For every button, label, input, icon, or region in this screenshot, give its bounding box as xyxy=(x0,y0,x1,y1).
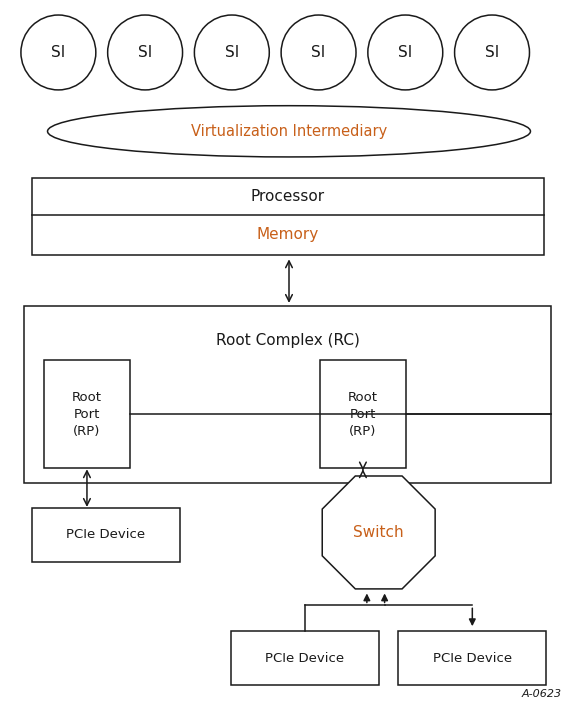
Text: SI: SI xyxy=(51,45,65,60)
Bar xyxy=(320,360,406,468)
Text: SI: SI xyxy=(138,45,152,60)
Text: SI: SI xyxy=(485,45,499,60)
Text: SI: SI xyxy=(225,45,239,60)
Bar xyxy=(32,508,180,562)
Bar xyxy=(32,178,544,254)
Polygon shape xyxy=(322,476,435,589)
Bar xyxy=(231,631,379,685)
Bar xyxy=(43,360,130,468)
Text: A-0623: A-0623 xyxy=(522,689,562,699)
Text: Root
Port
(RP): Root Port (RP) xyxy=(72,391,102,437)
Text: Switch: Switch xyxy=(353,525,404,540)
Bar xyxy=(24,306,551,483)
Text: Memory: Memory xyxy=(257,227,319,242)
Text: SI: SI xyxy=(398,45,413,60)
Text: SI: SI xyxy=(312,45,325,60)
Text: PCIe Device: PCIe Device xyxy=(433,652,512,664)
Text: Root Complex (RC): Root Complex (RC) xyxy=(216,333,360,348)
Text: Virtualization Intermediary: Virtualization Intermediary xyxy=(191,124,387,139)
Bar xyxy=(398,631,546,685)
Text: PCIe Device: PCIe Device xyxy=(66,528,145,541)
Text: Processor: Processor xyxy=(251,189,325,204)
Text: PCIe Device: PCIe Device xyxy=(265,652,344,664)
Text: Root
Port
(RP): Root Port (RP) xyxy=(348,391,378,437)
